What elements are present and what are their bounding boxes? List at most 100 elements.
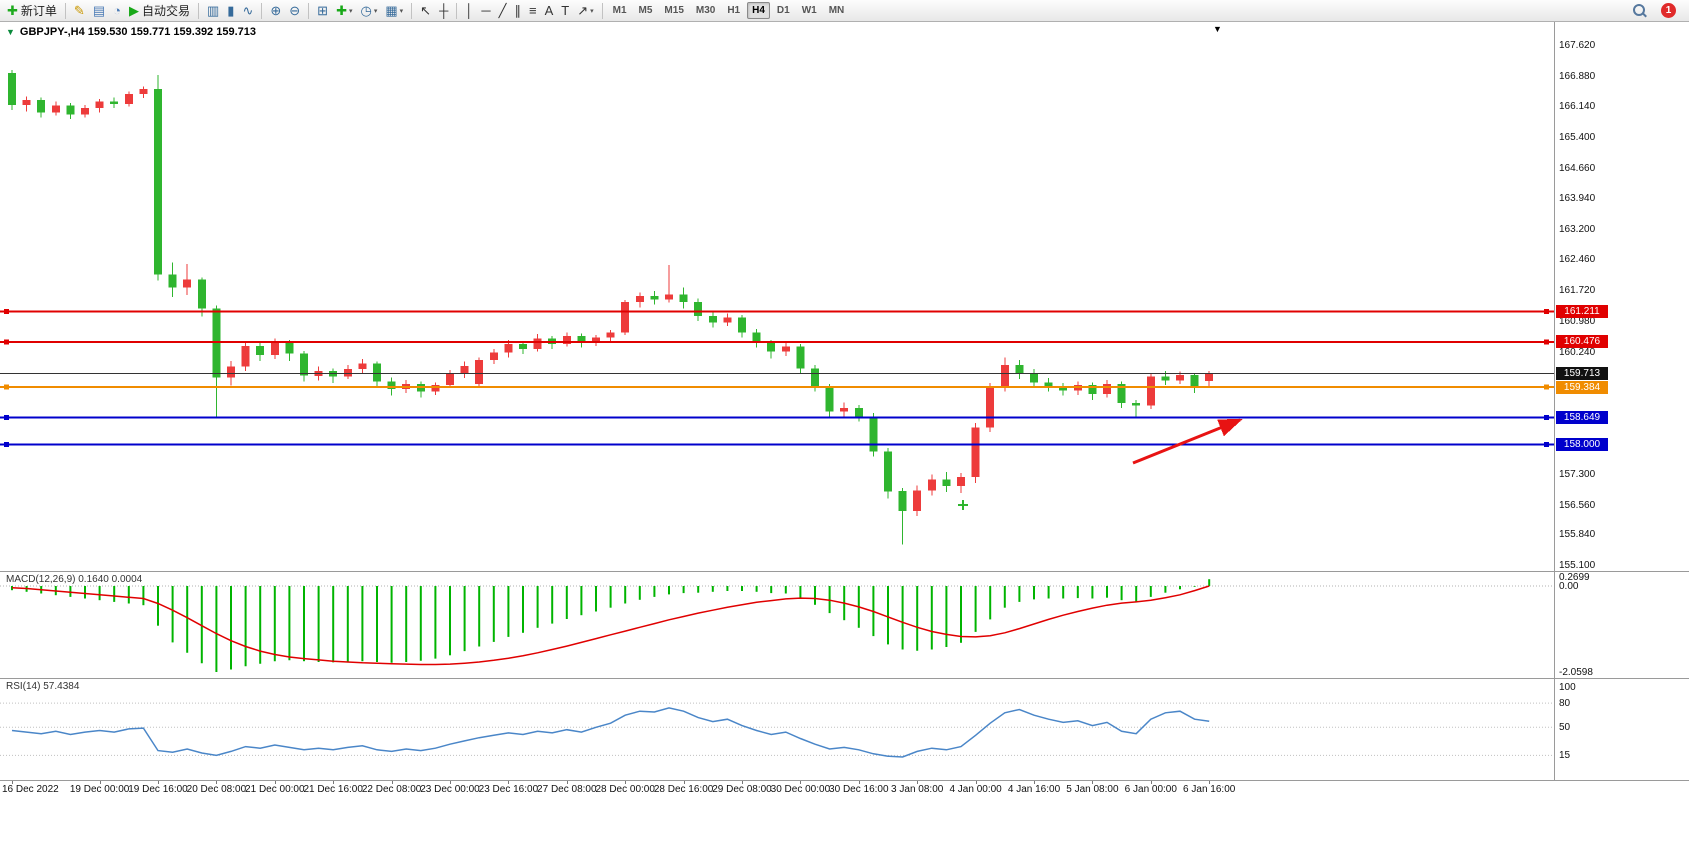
panel-separator-macd[interactable] [0, 571, 1689, 572]
line-chart-button[interactable]: ∿ [239, 1, 256, 20]
line-handle[interactable] [1544, 384, 1549, 390]
price-tick-label: 166.880 [1559, 70, 1596, 82]
autotrading-button[interactable]: ▶ 自动交易 [126, 1, 193, 20]
price-axis-separator [1554, 22, 1555, 781]
line-handle[interactable] [4, 308, 9, 314]
vertical-line-button[interactable]: │ [462, 1, 476, 20]
line-handle[interactable] [1544, 339, 1549, 345]
candlestick-button[interactable]: ▮ [224, 1, 237, 20]
zoom-out-button[interactable]: ⊖ [286, 1, 303, 20]
candle-body [1161, 376, 1170, 381]
timeframe-button-w1[interactable]: W1 [801, 5, 817, 16]
candle-body [1117, 384, 1126, 404]
candle-body [708, 315, 717, 323]
time-tick-label: 20 Dec 08:00 [186, 784, 247, 795]
candle-body [154, 89, 162, 275]
price-tick-label: 167.620 [1559, 40, 1596, 51]
timeframe-button-m15[interactable]: M15 [664, 5, 684, 16]
text-button[interactable]: A [542, 1, 557, 20]
rsi-canvas[interactable] [0, 679, 1554, 780]
channel-button[interactable]: ∥ [511, 1, 524, 20]
candle-body [504, 344, 513, 353]
timeframe-button-h4[interactable]: H4 [747, 2, 770, 19]
candle-body [869, 416, 878, 452]
time-tick [1209, 781, 1211, 784]
line-handle[interactable] [4, 442, 9, 448]
macd-canvas[interactable] [0, 572, 1554, 678]
tile-windows-icon: ⊞ [317, 3, 329, 18]
timeframe-button-m1[interactable]: M1 [612, 5, 627, 16]
price-tick-label: 155.100 [1559, 560, 1596, 572]
cursor-icon: ↖ [420, 3, 432, 18]
time-tick-label: 4 Jan 16:00 [1007, 784, 1061, 795]
candle-body [183, 279, 192, 288]
search-button[interactable] [1630, 1, 1650, 20]
panel-separator-rsi[interactable] [0, 678, 1689, 679]
macd-tick-label: -2.0598 [1559, 666, 1593, 678]
timeframe-button-h1[interactable]: H1 [727, 5, 741, 16]
indicators-button[interactable]: ✚ ▾ [333, 1, 355, 20]
candle-body [650, 296, 659, 300]
market-watch-button[interactable]: ▤ [90, 1, 108, 20]
candle-body [986, 388, 995, 428]
line-handle[interactable] [1544, 308, 1549, 314]
candle-body [1205, 373, 1214, 382]
timeframe-button-m5[interactable]: M5 [638, 5, 653, 16]
price-badge: 158.649 [1556, 411, 1608, 425]
fibonacci-button[interactable]: ≡ [526, 1, 540, 20]
bar-chart-icon: ▥ [207, 3, 220, 18]
candle-body [854, 408, 863, 417]
dropdown-caret: ▾ [348, 7, 353, 15]
price-tick-label: 161.720 [1559, 285, 1596, 297]
cursor-button[interactable]: ↖ [417, 1, 434, 20]
label-button[interactable]: T [558, 1, 572, 20]
toolbar-separator [601, 2, 603, 19]
time-tick-label: 29 Dec 08:00 [712, 784, 772, 795]
zoom-in-button[interactable]: ⊕ [267, 1, 284, 20]
horizontal-line-button[interactable]: ─ [478, 1, 493, 20]
toolbar-separator [308, 2, 310, 19]
line-handle[interactable] [4, 415, 9, 421]
candle-body [51, 105, 60, 113]
arrow-object[interactable] [1132, 418, 1243, 465]
time-tick-label: 6 Jan 00:00 [1124, 784, 1177, 795]
trendline-button[interactable]: ╱ [496, 1, 510, 20]
main-chart-canvas[interactable] [0, 22, 1554, 571]
notification-badge[interactable]: 1 [1661, 3, 1676, 18]
new-order-button[interactable]: ✚ 新订单 [4, 1, 60, 20]
line-handle[interactable] [1544, 442, 1549, 448]
rsi-tick-label: 50 [1559, 722, 1571, 734]
price-tick-label: 163.940 [1559, 192, 1596, 204]
time-tick-label: 16 Dec 2022 [2, 784, 59, 795]
line-chart-icon: ∿ [242, 3, 254, 18]
candle-body [533, 338, 542, 350]
timeframe-button-mn[interactable]: MN [828, 5, 845, 16]
templates-icon: ▦ [385, 3, 398, 18]
bar-chart-button[interactable]: ▥ [204, 1, 222, 20]
line-handle[interactable] [1544, 415, 1549, 421]
timeframe-button-d1[interactable]: D1 [776, 5, 790, 16]
metaeditor-button[interactable]: ✎ [71, 1, 88, 20]
periods-button[interactable]: ◷ ▾ [358, 1, 381, 20]
candle-body [460, 365, 469, 374]
new-order-icon: ✚ [7, 3, 18, 18]
crosshair-button[interactable]: ┼ [436, 1, 451, 20]
templates-button[interactable]: ▦ ▾ [382, 1, 406, 20]
tile-windows-button[interactable]: ⊞ [314, 1, 331, 20]
arrows-button[interactable]: ↗ ▾ [574, 1, 596, 20]
candle-body [300, 353, 308, 376]
time-tick-label: 6 Jan 16:00 [1183, 784, 1236, 795]
data-window-button[interactable]: ◔ [110, 1, 124, 20]
line-handle[interactable] [4, 339, 9, 345]
price-tick-label: 155.840 [1559, 529, 1596, 541]
candle-body [285, 342, 294, 354]
chart-shift-marker[interactable]: ▼ [1213, 24, 1222, 34]
time-tick-label: 4 Jan 00:00 [949, 784, 1002, 795]
line-handle[interactable] [4, 384, 9, 390]
candle-body [81, 108, 89, 115]
rsi-tick-label: 80 [1559, 698, 1571, 710]
timeframe-button-m30[interactable]: M30 [695, 5, 716, 16]
autotrading-button-label: 自动交易 [141, 4, 190, 18]
time-tick [216, 781, 218, 784]
candle-body [942, 479, 951, 487]
